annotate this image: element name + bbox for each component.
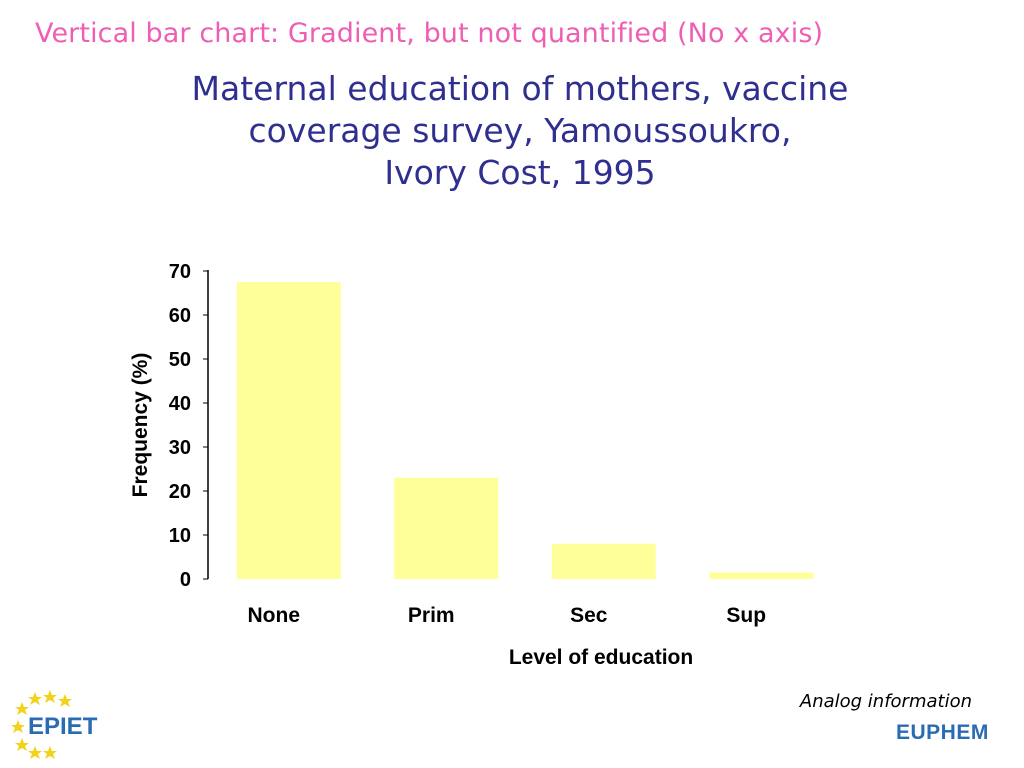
epiet-logo-text: EPIET — [28, 713, 98, 740]
y-tick-label: 0 — [180, 569, 191, 591]
x-axis-label: Level of education — [509, 646, 693, 669]
y-axis-ticks: 0 10 20 30 40 50 60 70 — [169, 261, 208, 591]
y-tick-label: 30 — [169, 437, 191, 459]
y-tick-label: 10 — [169, 525, 191, 547]
chart-title-line-1: Maternal education of mothers, vaccine — [191, 69, 849, 108]
y-axis-label: Frequency (%) — [129, 353, 152, 498]
y-tick-label: 70 — [169, 261, 191, 283]
chart-title-line-3: Ivory Cost, 1995 — [384, 153, 656, 192]
chart-title-line-2: coverage survey, Yamoussoukro, — [248, 111, 792, 150]
y-tick-label: 20 — [169, 481, 191, 503]
euphem-logo-text: EUPHEM — [896, 721, 989, 744]
bar-sup — [709, 572, 814, 579]
bar-sec — [551, 543, 656, 579]
slide-header-title: Vertical bar chart: Gradient, but not qu… — [35, 18, 824, 49]
eu-stars-icon — [11, 690, 72, 759]
epiet-logo: EPIET — [11, 690, 98, 759]
euphem-logo: EUPHEM — [896, 721, 989, 745]
x-axis-tick-labels: None Prim Sec Sup — [248, 604, 767, 627]
x-tick-label-sup: Sup — [726, 604, 766, 627]
x-tick-label-none: None — [248, 604, 301, 627]
y-tick-label: 50 — [169, 349, 191, 371]
analog-information-note: Analog information — [799, 691, 972, 712]
y-tick-label: 60 — [169, 305, 191, 327]
x-tick-label-prim: Prim — [408, 604, 455, 627]
chart-title: Maternal education of mothers, vaccine c… — [160, 68, 880, 194]
bars — [236, 282, 814, 579]
x-tick-label-sec: Sec — [570, 604, 608, 627]
bar-none — [236, 282, 341, 579]
bar-prim — [394, 477, 499, 579]
y-tick-label: 40 — [169, 393, 191, 415]
